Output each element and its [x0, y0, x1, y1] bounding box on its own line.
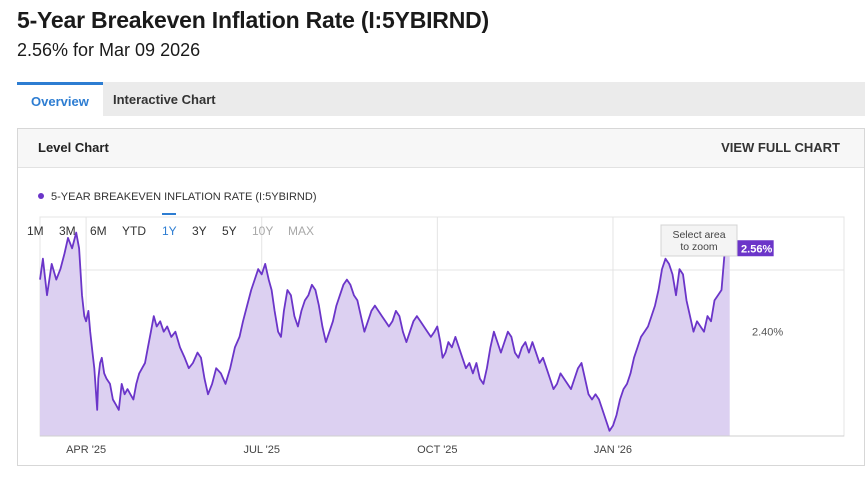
- x-tick-label: APR '25: [66, 444, 106, 456]
- range-button-ytd[interactable]: YTD: [122, 224, 146, 238]
- zoom-hint-line1: Select area: [672, 229, 725, 241]
- zoom-hint-line2: to zoom: [680, 241, 718, 253]
- y-tick-label: 2.40%: [752, 327, 783, 339]
- tab-overview[interactable]: Overview: [17, 82, 103, 116]
- tab-bar: Overview Interactive Chart: [17, 82, 865, 116]
- legend-dot-icon: [38, 193, 44, 200]
- range-button-1m[interactable]: 1M: [27, 224, 44, 238]
- page-subtitle: 2.56% for Mar 09 2026: [17, 40, 201, 60]
- chart-svg[interactable]: APR '25 JUL '25 OCT '25 JAN '26 2.40% 2.56% 1M…: [18, 129, 864, 465]
- range-button-3y[interactable]: 3Y: [192, 224, 207, 238]
- last-value-badge: [729, 240, 774, 257]
- range-button-1y[interactable]: 1Y: [162, 224, 177, 238]
- tab-interactive-chart[interactable]: Interactive Chart: [113, 92, 216, 107]
- x-tick-label: JUL '25: [243, 444, 280, 456]
- range-button-3m[interactable]: 3M: [59, 224, 76, 238]
- card-header: Level Chart VIEW FULL CHART: [18, 129, 864, 168]
- chart-legend: 5-YEAR BREAKEVEN INFLATION RATE (I:5YBIR…: [38, 191, 316, 203]
- view-full-chart-link[interactable]: VIEW FULL CHART: [721, 140, 840, 155]
- card-title: Level Chart: [38, 140, 109, 155]
- x-tick-label: OCT '25: [417, 444, 457, 456]
- last-value-label: 2.56%: [741, 243, 772, 255]
- zoom-hint-box[interactable]: [660, 224, 738, 257]
- range-button-10y: 10Y: [252, 224, 273, 238]
- series-line: [39, 231, 730, 432]
- x-tick-label: JAN '26: [594, 444, 632, 456]
- range-button-max: MAX: [288, 224, 314, 238]
- range-button-5y[interactable]: 5Y: [222, 224, 237, 238]
- range-button-6m[interactable]: 6M: [90, 224, 107, 238]
- level-chart-card: Level Chart VIEW FULL CHART 5-YEAR BREAK…: [17, 128, 865, 466]
- page-title: 5-Year Breakeven Inflation Rate (I:5YBIR…: [17, 7, 489, 33]
- series-area: [40, 232, 730, 436]
- legend-label: 5-YEAR BREAKEVEN INFLATION RATE (I:5YBIR…: [51, 191, 317, 203]
